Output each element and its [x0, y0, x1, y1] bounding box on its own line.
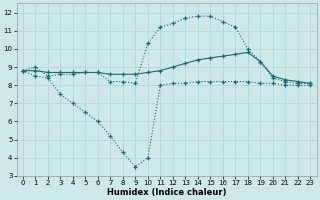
X-axis label: Humidex (Indice chaleur): Humidex (Indice chaleur): [107, 188, 226, 197]
